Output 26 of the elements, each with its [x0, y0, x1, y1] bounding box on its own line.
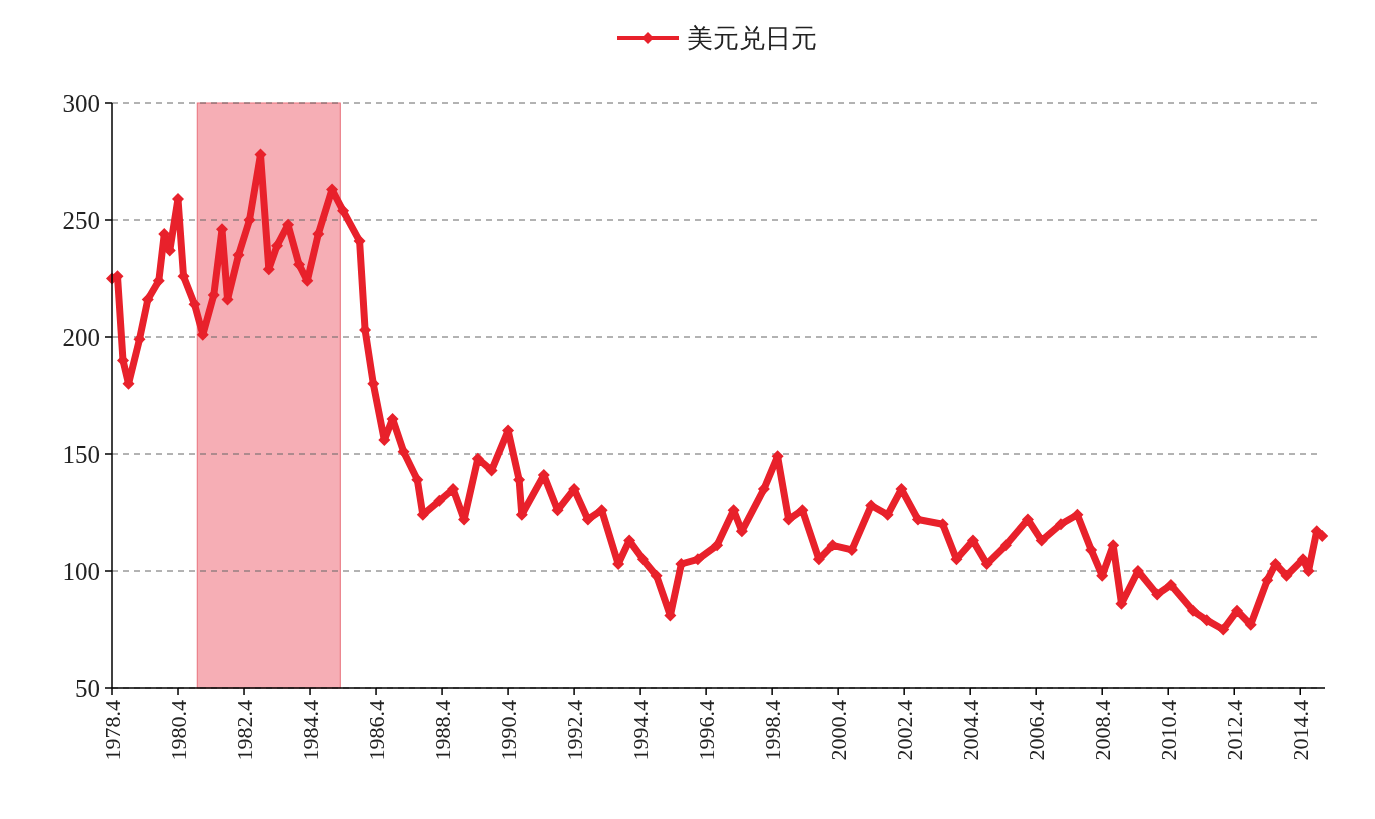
- x-tick-label: 2014.4: [1288, 700, 1314, 761]
- x-tick-label: 1986.4: [364, 700, 390, 761]
- y-tick-label: 200: [62, 324, 100, 351]
- y-tick-label: 300: [62, 90, 100, 117]
- x-tick-label: 2006.4: [1024, 700, 1050, 761]
- x-tick-label: 2008.4: [1090, 700, 1116, 761]
- legend-label: 美元兑日元: [687, 24, 817, 53]
- x-tick-label: 1992.4: [562, 700, 588, 761]
- x-tick-label: 1990.4: [496, 700, 522, 761]
- x-tick-label: 2010.4: [1156, 700, 1182, 761]
- x-tick-label: 1994.4: [628, 700, 654, 761]
- x-tick-label: 1980.4: [166, 700, 192, 761]
- y-tick-label: 100: [62, 558, 100, 585]
- x-tick-label: 1996.4: [694, 700, 720, 761]
- x-tick-label: 1988.4: [430, 700, 456, 761]
- x-tick-label: 2002.4: [892, 700, 918, 761]
- x-tick-label: 1978.4: [100, 700, 125, 761]
- y-tick-label: 50: [75, 675, 100, 702]
- x-tick-label: 1998.4: [760, 700, 786, 761]
- x-tick-label: 1982.4: [232, 700, 258, 761]
- y-tick-label: 150: [62, 441, 100, 468]
- y-tick-label: 250: [62, 207, 100, 234]
- x-tick-label: 2004.4: [958, 700, 984, 761]
- x-tick-label: 2012.4: [1222, 700, 1248, 761]
- x-tick-label: 2000.4: [826, 700, 852, 761]
- x-tick-label: 1984.4: [298, 700, 324, 761]
